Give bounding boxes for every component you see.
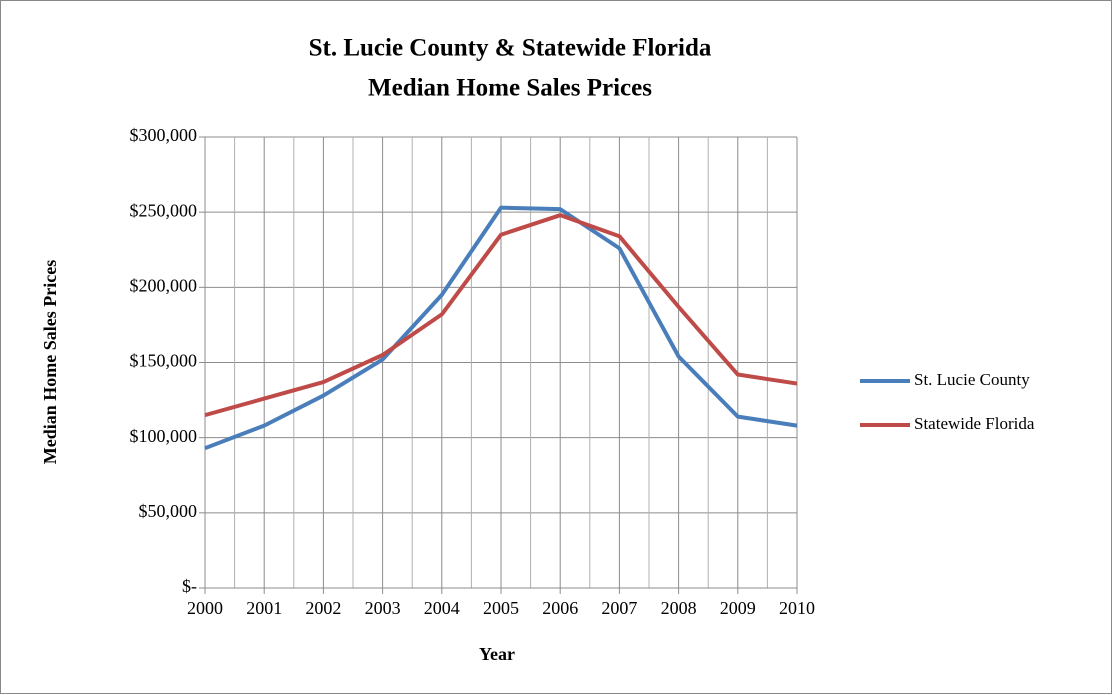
x-tick-label: 2007 (601, 598, 637, 618)
x-tick-label: 2005 (483, 598, 519, 618)
y-tick-label: $100,000 (130, 426, 198, 446)
x-tick-label: 2006 (542, 598, 578, 618)
y-tick-label: $200,000 (130, 275, 198, 295)
chart-subtitle: Median Home Sales Prices (368, 75, 652, 102)
x-axis-title: Year (479, 644, 515, 664)
x-tick-label: 2002 (305, 598, 341, 618)
legend-label: St. Lucie County (914, 370, 1030, 389)
series-line (204, 213, 798, 418)
chart-title: St. Lucie County & Statewide Florida (309, 35, 712, 62)
y-tick-label: $300,000 (130, 125, 198, 145)
y-tick-label: $50,000 (139, 501, 198, 521)
legend-label: Statewide Florida (914, 414, 1035, 433)
y-tick-label: $250,000 (130, 200, 198, 220)
y-tick-label: $- (182, 576, 197, 596)
y-axis-title: Median Home Sales Prices (40, 260, 60, 464)
series-line (204, 205, 798, 451)
x-tick-label: 2010 (779, 598, 815, 618)
y-tick-label: $150,000 (130, 351, 198, 371)
x-tick-label: 2004 (424, 598, 460, 618)
x-tick-label: 2001 (246, 598, 282, 618)
x-tick-label: 2009 (720, 598, 756, 618)
x-tick-label: 2008 (661, 598, 697, 618)
x-tick-label: 2000 (187, 598, 223, 618)
x-tick-label: 2003 (365, 598, 401, 618)
